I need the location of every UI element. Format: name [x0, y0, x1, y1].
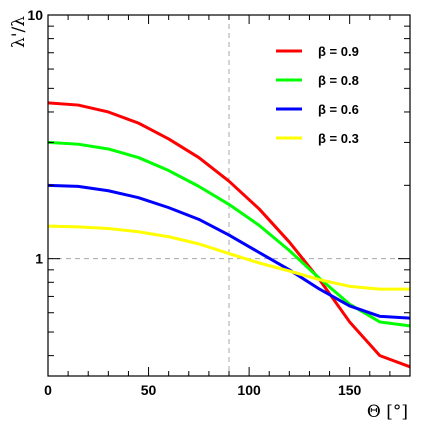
series-line-0 [47, 101, 411, 369]
legend-label-1: β = 0.8 [318, 73, 359, 88]
legend-label-0: β = 0.9 [318, 44, 359, 59]
series-line-3 [47, 224, 410, 291]
x-tick-label-50: 50 [141, 382, 157, 398]
x-tick-label-100: 100 [237, 382, 261, 398]
legend-label-3: β = 0.3 [318, 131, 359, 146]
y-tick-label-10: 10 [27, 7, 43, 23]
y-axis-label: λ'/λ [9, 16, 29, 48]
x-tick-label-0: 0 [44, 382, 52, 398]
x-tick-label-150: 150 [338, 382, 362, 398]
legend-label-2: β = 0.6 [318, 102, 359, 117]
series-line-2 [47, 183, 411, 320]
x-axis-label: Θ [°] [367, 402, 408, 422]
y-tick-label-1: 1 [35, 251, 43, 267]
